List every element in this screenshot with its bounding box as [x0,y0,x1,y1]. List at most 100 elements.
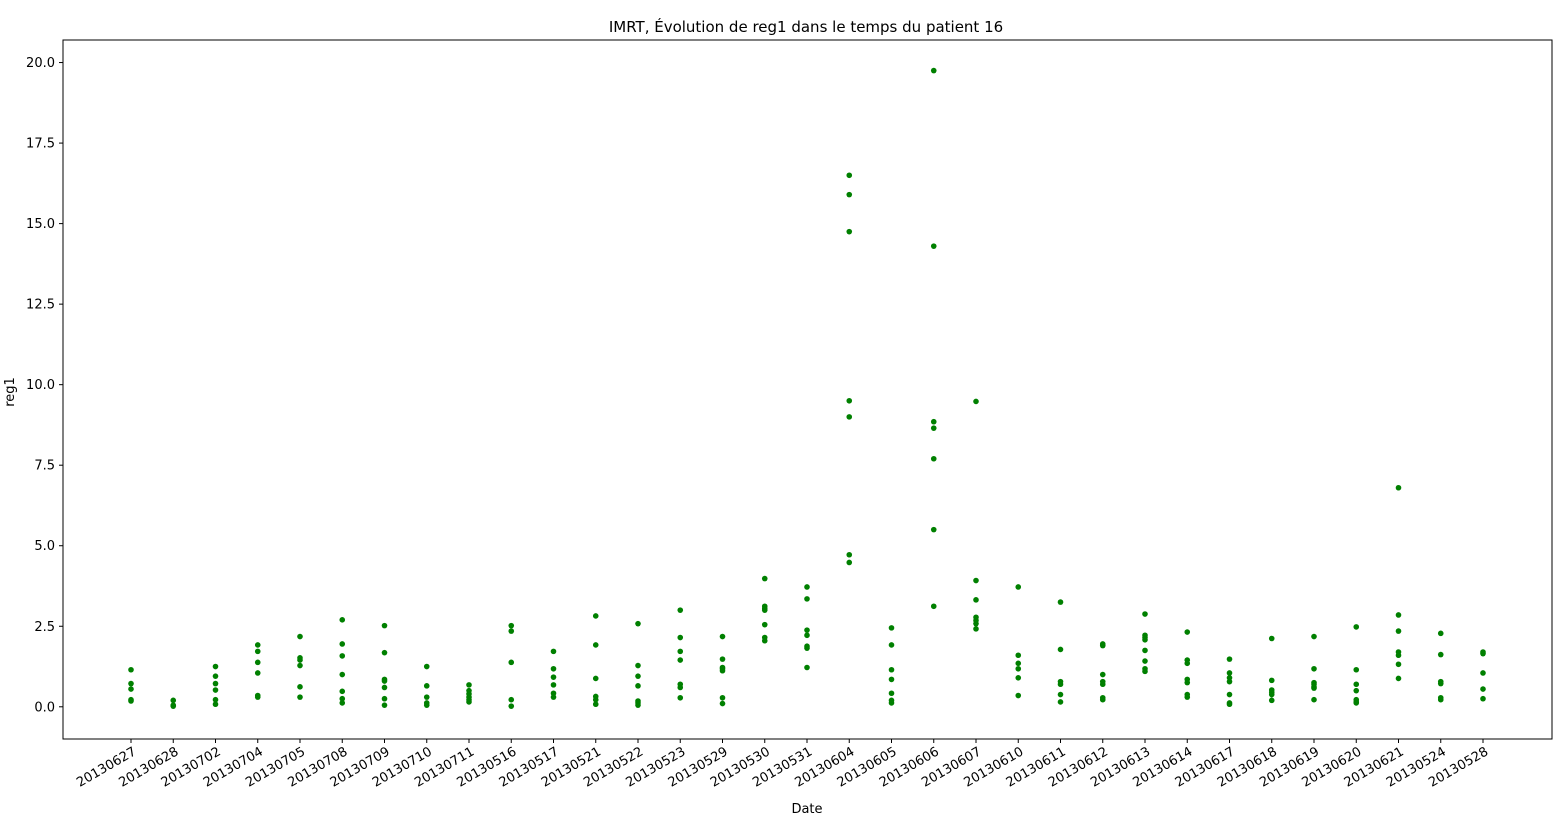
data-point [888,642,895,648]
data-point [1184,660,1191,667]
data-point [381,622,388,629]
data-point [1015,584,1022,590]
data-point [1142,636,1148,643]
data-point [1437,696,1444,703]
data-point [254,670,261,676]
data-point [1057,599,1064,605]
data-point [846,414,853,420]
data-point [170,697,177,704]
data-point [254,659,261,666]
data-point [1311,685,1317,691]
data-point [1311,665,1317,672]
data-point [1057,699,1064,705]
data-point [1226,678,1233,685]
data-point [128,666,134,673]
data-point [888,676,895,683]
y-tick-label: 10.0 [26,378,55,393]
y-tick-label: 12.5 [26,298,55,313]
data-point [1395,661,1402,668]
data-point [930,243,937,249]
x-axis-label: Date [791,802,822,817]
data-point [930,67,937,74]
data-point [1142,668,1148,675]
data-point [1353,681,1360,688]
data-point [1268,677,1275,684]
data-point [1353,687,1360,694]
data-point [973,398,979,405]
data-point [719,694,726,701]
data-point [635,702,641,708]
data-point [761,607,768,613]
y-axis-label: reg1 [3,377,18,407]
data-point [508,622,515,629]
data-point [973,626,979,632]
data-point [508,628,515,634]
data-point [1226,701,1233,708]
y-tick-label: 5.0 [34,539,55,554]
data-point [550,674,557,680]
data-point [761,575,768,582]
data-point [930,603,937,610]
data-point [508,659,515,666]
data-point [1395,652,1402,659]
data-point [1057,681,1064,688]
data-point [1015,674,1022,681]
data-point [677,657,684,663]
data-point [930,425,937,431]
data-point [761,637,768,644]
data-point [888,666,895,673]
data-point [1015,652,1022,659]
data-point [466,682,472,688]
data-point [1142,611,1148,617]
data-point [212,663,219,670]
data-point [550,665,557,672]
data-point [212,673,219,679]
data-point [212,687,219,693]
data-point [719,633,726,640]
data-point [339,688,346,695]
data-point [423,683,430,689]
data-point [254,642,261,648]
data-point [635,620,641,627]
data-point [719,700,726,707]
data-point [508,703,515,709]
data-point [804,664,810,671]
data-point [297,633,303,640]
data-point [635,662,641,669]
data-point [592,642,599,648]
data-point [1480,650,1486,657]
y-tick-label: 2.5 [34,620,55,635]
data-point [804,627,810,633]
data-point [1226,674,1233,681]
y-tick-label: 0.0 [34,700,55,715]
data-point [592,701,599,708]
data-point [381,702,388,708]
data-point [339,695,346,702]
data-point [1311,633,1317,640]
data-point [888,625,895,631]
data-point [804,596,810,602]
data-point [592,675,599,682]
data-point [1226,670,1233,676]
data-point [297,694,303,700]
data-point [1184,679,1191,686]
data-point [635,673,641,679]
data-point [1395,628,1402,634]
data-point [128,698,134,704]
data-point [1437,651,1444,658]
data-point [550,648,557,655]
data-point [212,680,219,687]
data-point [1099,681,1106,688]
data-point [1353,624,1360,630]
y-tick-label: 17.5 [26,137,55,152]
data-point [1226,691,1233,698]
data-point [1480,670,1486,676]
data-point [635,683,641,689]
data-point [846,397,853,404]
data-point [170,703,177,709]
data-point [550,694,557,700]
y-tick-label: 7.5 [34,459,55,474]
data-point [1353,700,1360,706]
data-point [888,690,895,697]
